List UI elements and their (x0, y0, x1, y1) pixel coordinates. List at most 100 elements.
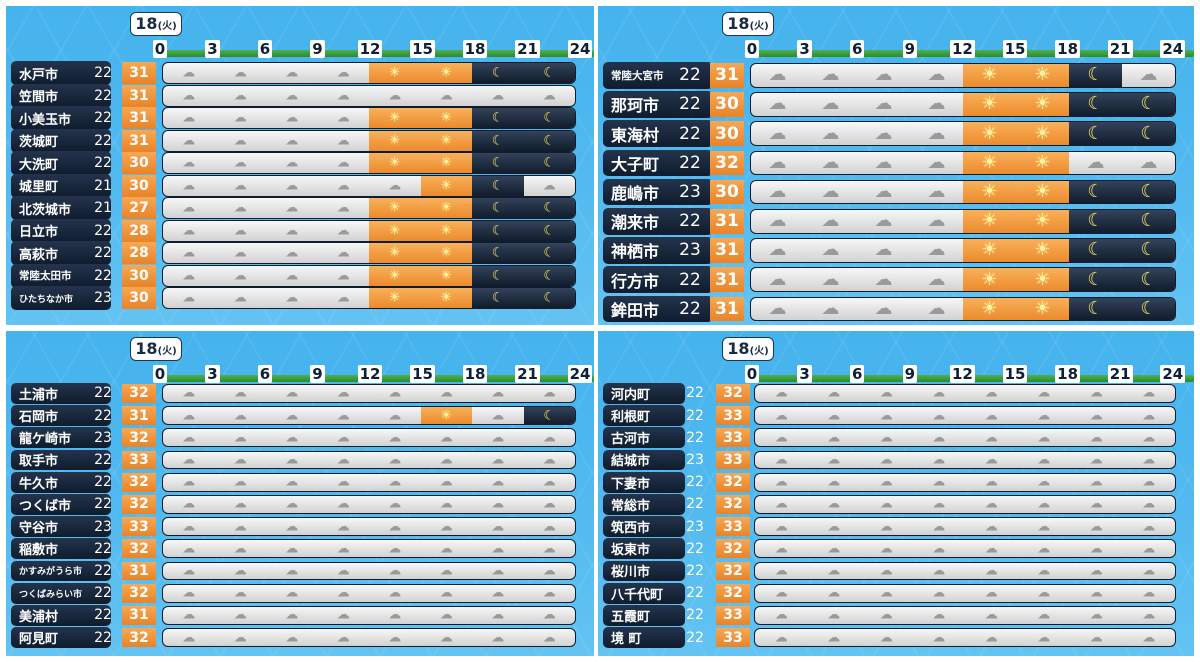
forecast-cell: ☾ (1069, 122, 1122, 145)
forecast-cell: ☁ (857, 210, 910, 233)
forecast-cell: ☁ (1123, 607, 1176, 624)
cloud-icon: ☁ (879, 474, 893, 490)
forecast-cell: ☀ (420, 153, 472, 174)
moon-icon: ☾ (491, 200, 504, 216)
forecast-cell: ☁ (965, 496, 1018, 513)
city-name: 利根町 (603, 405, 685, 426)
hour-tick-label: 21 (1107, 40, 1133, 58)
forecast-cell: ☁ (1069, 152, 1122, 175)
forecast-cell: ☁ (266, 153, 318, 173)
hour-tick-label: 12 (357, 365, 383, 383)
hour-tick-label: 0 (744, 365, 760, 383)
forecast-cell: ☁ (215, 108, 267, 128)
forecast-cell: ☾ (1069, 180, 1122, 204)
forecast-cell: ☁ (318, 288, 370, 308)
max-temp: 32 (122, 495, 156, 514)
sun-cloud-icon: ☀ (981, 239, 998, 261)
forecast-cell: ☁ (751, 152, 804, 175)
city-row: つくばみらい市 22 32 ☁ ☁ ☁ ☁ ☁ ☁ ☁ ☁ (6, 582, 594, 604)
forecast-timeline: ☁ ☁ ☁ ☁ ☁ ☁ ☁ ☁ (162, 472, 576, 492)
cloud-icon: ☁ (774, 563, 788, 579)
forecast-cell: ☁ (755, 474, 808, 491)
cloud-icon: ☁ (491, 430, 505, 446)
date-weekday: (火) (157, 346, 177, 357)
cloud-icon: ☁ (182, 133, 196, 149)
cloud-icon: ☁ (774, 585, 788, 601)
forecast-cell: ☁ (910, 210, 963, 233)
cloud-icon: ☁ (984, 496, 998, 512)
city-row: 大子町 22 32 ☁ ☁ ☁ ☁ ☀ ☀ ☁ ☁ (598, 149, 1194, 177)
cloud-icon: ☁ (774, 430, 788, 446)
forecast-timeline: ☁ ☁ ☁ ☁ ☁ ☁ ☁ ☁ (162, 384, 576, 403)
max-temp: 31 (122, 129, 156, 152)
forecast-cell: ☀ (963, 297, 1016, 321)
forecast-cell: ☁ (860, 474, 913, 491)
forecast-timeline: ☁ ☁ ☁ ☁ ☁ ☀ ☾ ☁ (162, 174, 576, 197)
city-row: 河内町 22 32 ☁ ☁ ☁ ☁ ☁ ☁ ☁ ☁ (598, 383, 1194, 404)
forecast-cell: ☁ (369, 585, 421, 602)
forecast-timeline: ☁ ☁ ☁ ☁ ☁ ☁ ☁ ☁ (754, 606, 1176, 625)
cloud-icon: ☁ (927, 239, 946, 261)
forecast-cell: ☁ (472, 496, 524, 513)
city-row: 筑西市 23 33 ☁ ☁ ☁ ☁ ☁ ☁ ☁ ☁ (598, 516, 1194, 537)
max-temp: 30 (710, 179, 744, 205)
moon-icon: ☾ (1087, 210, 1104, 232)
forecast-cell: ☁ (163, 131, 215, 151)
cloud-icon: ☁ (927, 151, 946, 173)
cloud-icon: ☁ (932, 474, 946, 490)
city-name: 高萩市 (11, 241, 111, 266)
forecast-cell: ☁ (318, 243, 370, 263)
city-name: 古河市 (603, 427, 685, 449)
cloud-icon: ☁ (827, 607, 841, 623)
city-name: 境 町 (603, 627, 685, 648)
cloud-icon: ☁ (285, 630, 299, 646)
forecast-cell: ☁ (1122, 64, 1175, 87)
max-temp: 32 (122, 583, 156, 603)
sun-cloud-icon: ☀ (1034, 122, 1051, 144)
cloud-icon: ☁ (285, 133, 299, 149)
forecast-cell: ☀ (420, 63, 472, 84)
forecast-cell: ☁ (860, 585, 913, 602)
forecast-cell: ☾ (523, 407, 575, 424)
forecast-cell: ☁ (266, 198, 318, 218)
city-name: 行方市 (603, 266, 713, 293)
sun-cloud-icon: ☀ (981, 151, 998, 173)
forecast-timeline: ☁ ☁ ☁ ☁ ☀ ☀ ☾ ☾ (162, 219, 576, 242)
moon-icon: ☾ (543, 65, 556, 81)
moon-icon: ☾ (491, 268, 504, 284)
sun-cloud-icon: ☀ (440, 268, 453, 284)
cloud-icon: ☁ (285, 88, 299, 104)
forecast-cell: ☀ (369, 108, 421, 129)
max-temp: 31 (122, 406, 156, 425)
cloud-icon: ☁ (827, 496, 841, 512)
min-temp: 23 (686, 451, 704, 468)
forecast-cell: ☁ (965, 518, 1018, 535)
sun-cloud-icon: ☀ (440, 133, 453, 149)
min-temp: 23 (94, 429, 112, 446)
forecast-cell: ☾ (472, 153, 524, 174)
cloud-icon: ☁ (1037, 430, 1051, 446)
cloud-icon: ☁ (285, 178, 299, 194)
forecast-cell: ☀ (369, 130, 421, 151)
forecast-timeline: ☁ ☁ ☁ ☁ ☀ ☀ ☾ ☾ (162, 107, 576, 130)
forecast-timeline: ☁ ☁ ☁ ☁ ☀ ☀ ☾ ☾ (750, 296, 1176, 322)
cloud-icon: ☁ (879, 430, 893, 446)
cloud-icon: ☁ (821, 151, 840, 173)
city-row: 常陸太田市 22 30 ☁ ☁ ☁ ☁ ☀ ☀ ☾ ☾ (6, 263, 594, 288)
forecast-cell: ☀ (369, 243, 421, 264)
cloud-icon: ☁ (285, 290, 299, 306)
min-temp: 22 (94, 110, 112, 127)
forecast-cell: ☁ (163, 629, 215, 646)
max-temp: 32 (122, 428, 156, 448)
cloud-icon: ☁ (1037, 563, 1051, 579)
forecast-cell: ☁ (318, 86, 370, 106)
sun-cloud-icon: ☀ (1034, 151, 1051, 173)
forecast-cell: ☁ (965, 607, 1018, 624)
forecast-cell: ☾ (1069, 268, 1122, 291)
forecast-cell: ☀ (1016, 210, 1069, 233)
cloud-icon: ☁ (932, 408, 946, 424)
cloud-icon: ☁ (182, 385, 196, 401)
forecast-cell: ☁ (472, 452, 524, 469)
cloud-icon: ☁ (774, 452, 788, 468)
forecast-cell: ☁ (965, 407, 1018, 424)
